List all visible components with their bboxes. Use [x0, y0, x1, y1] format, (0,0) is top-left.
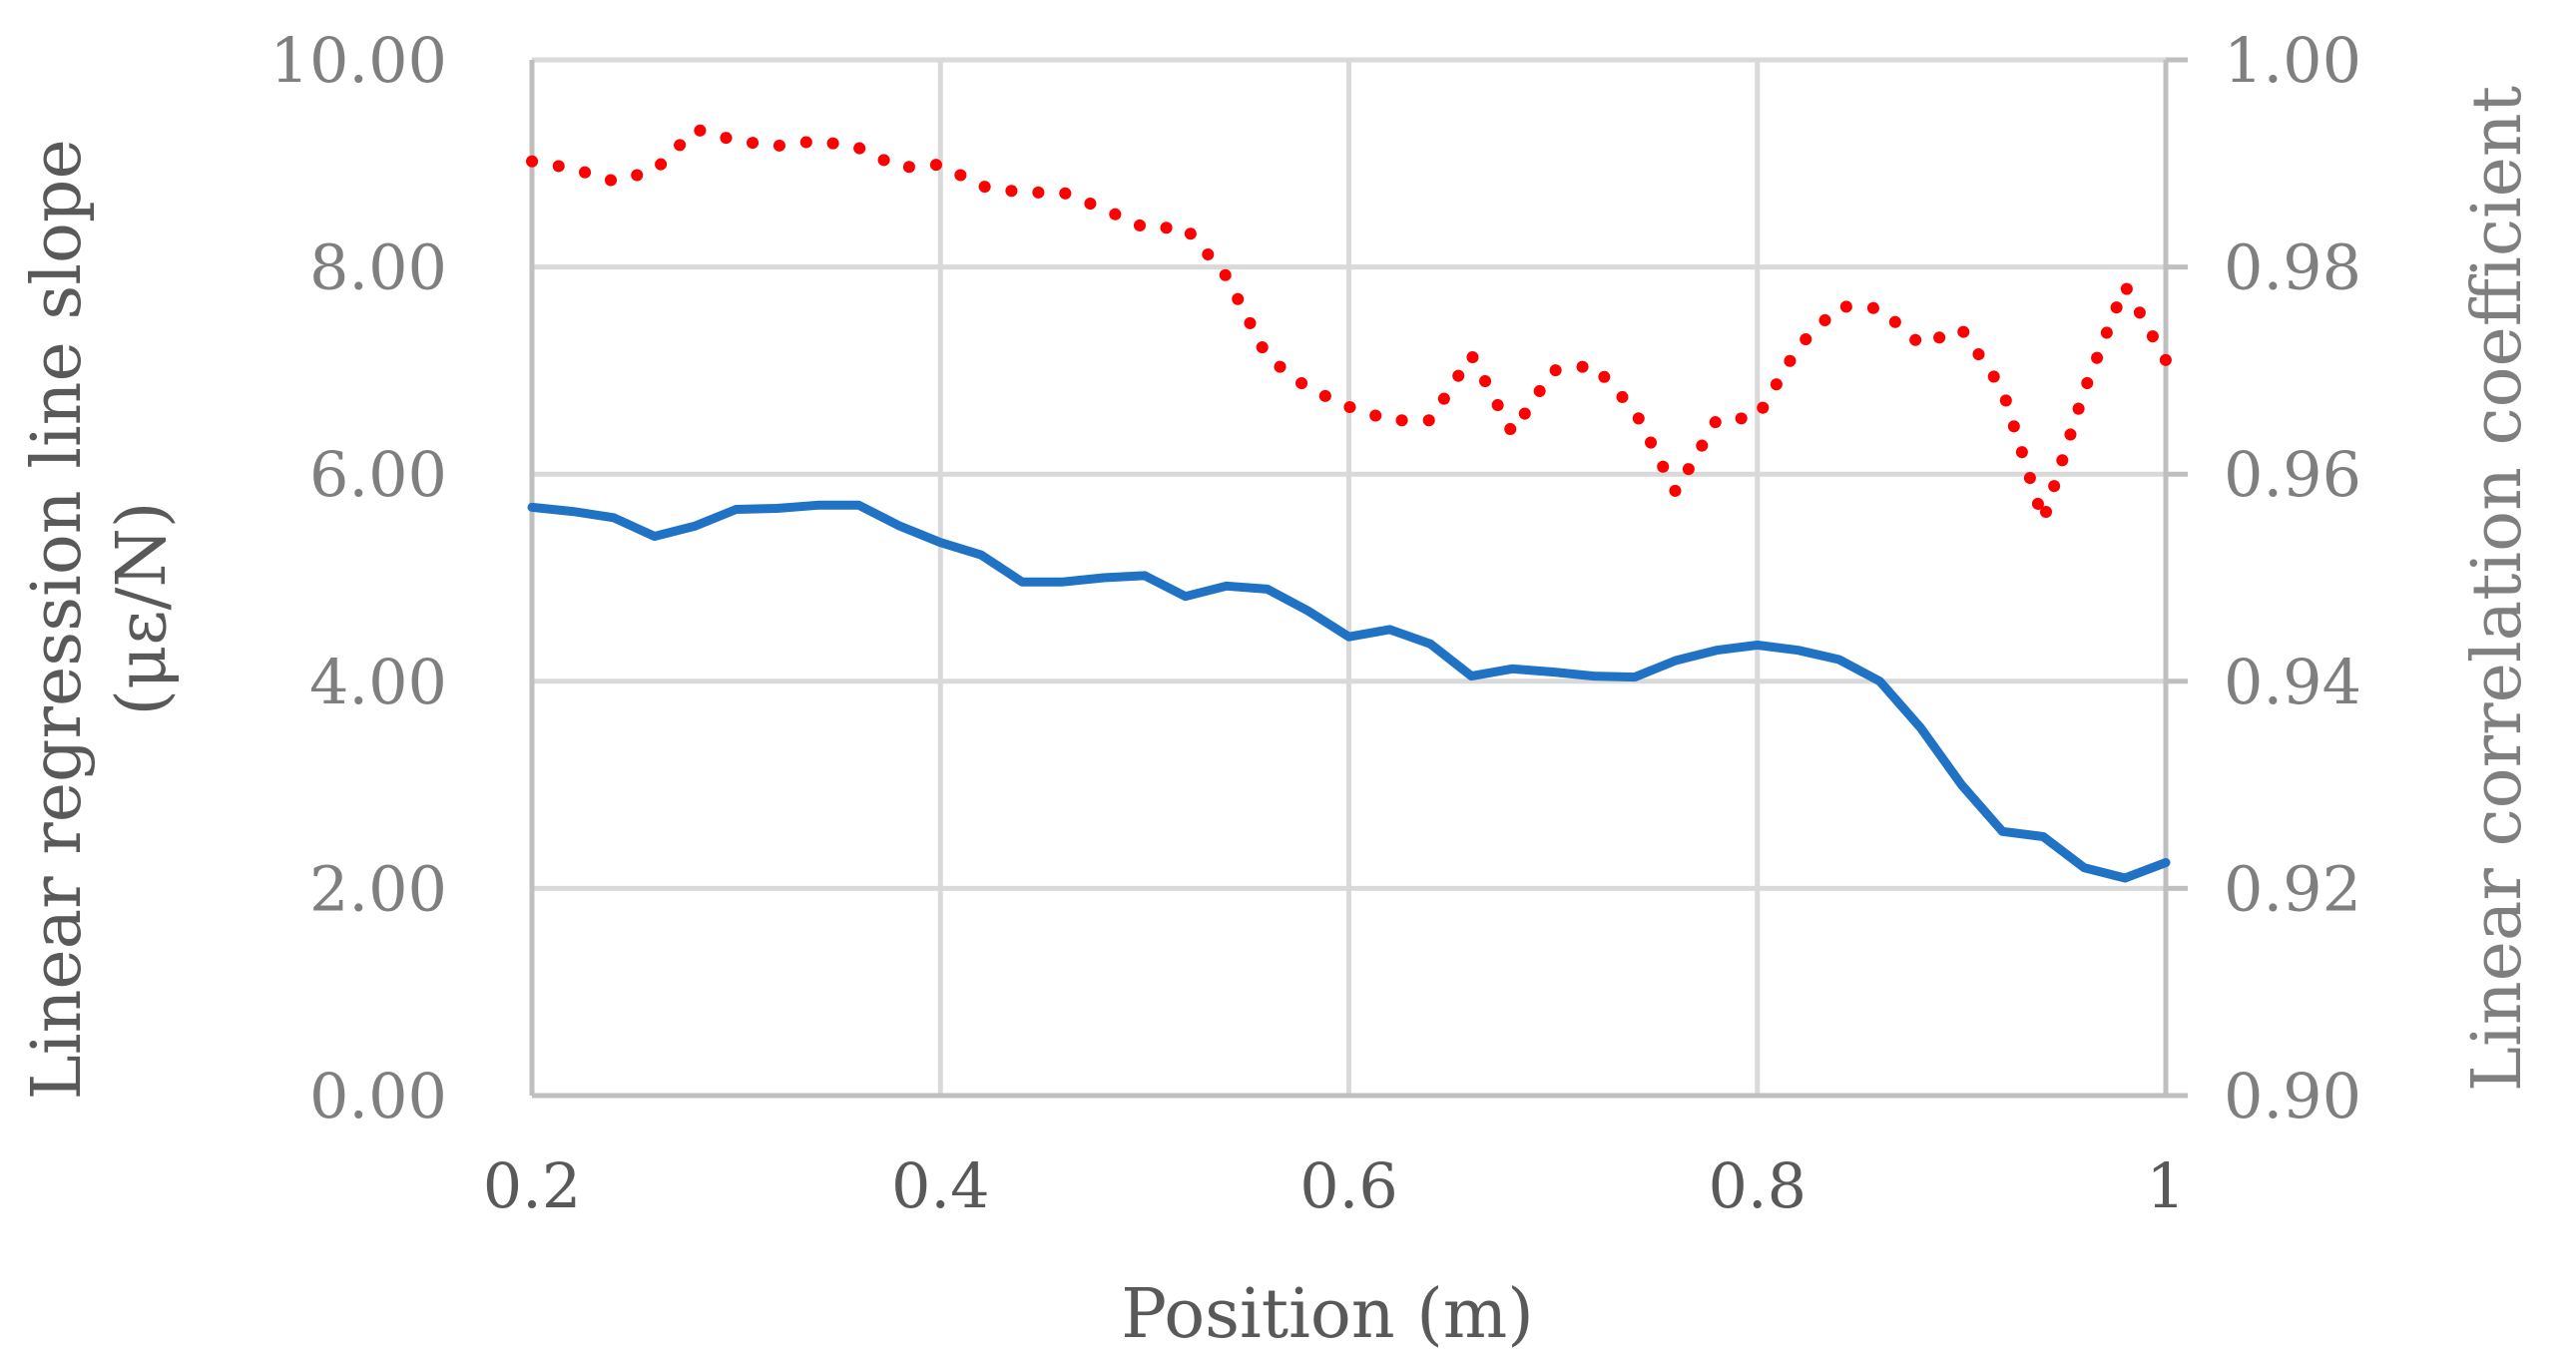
y-left-tick-label: 6.00 [309, 438, 447, 511]
axes [529, 57, 2188, 1099]
y-left-tick-label: 2.00 [309, 852, 447, 925]
y-left-tick-label: 4.00 [309, 646, 447, 718]
y-right-tick-label: 1.00 [2224, 24, 2361, 97]
y-left-tick-label: 0.00 [309, 1060, 447, 1132]
gridlines [532, 57, 2166, 1096]
y-left-tick-label: 8.00 [309, 231, 447, 304]
x-tick-label: 1 [2146, 1149, 2185, 1222]
y-right-tick-label: 0.90 [2224, 1060, 2361, 1132]
y-left-axis-title-line-1: Linear regression line slope [18, 139, 97, 1100]
regression-slope-series-line [527, 500, 2171, 883]
correlation-coefficient-series-line [526, 123, 2172, 527]
y-right-tick-label: 0.92 [2224, 852, 2361, 925]
y-right-axis-title: Linear correlation coefficient [2458, 86, 2537, 1092]
y-right-tick-label: 0.94 [2224, 646, 2361, 718]
x-axis-title: Position (m) [1121, 1275, 1534, 1351]
y-left-axis-title: Linear regression line slope (με/N) [18, 118, 182, 1101]
y-left-axis-title-line-2: (με/N) [103, 502, 182, 716]
y-right-tick-label: 0.96 [2224, 438, 2361, 511]
x-tick-label: 0.8 [1708, 1149, 1806, 1222]
tick-labels: 0.00 2.00 4.00 6.00 8.00 10.00 0.90 0.92 0.94 0.9… [270, 24, 2362, 1222]
y-left-tick-label: 10.00 [270, 24, 448, 97]
x-tick-label: 0.6 [1299, 1149, 1398, 1222]
series-layer [526, 123, 2172, 883]
x-tick-label: 0.2 [483, 1149, 582, 1222]
y-right-tick-label: 0.98 [2224, 231, 2361, 304]
x-tick-label: 0.4 [891, 1149, 990, 1222]
